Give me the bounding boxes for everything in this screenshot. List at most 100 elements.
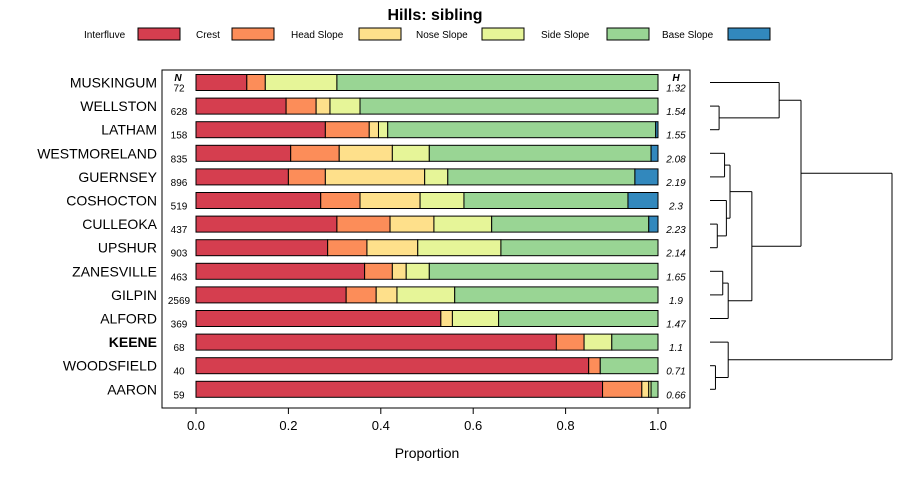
bar-segment-gilpin-side-slope [454,286,659,304]
bar-segment-latham-side-slope [387,121,657,139]
legend-swatch-nose-slope [481,27,525,41]
bar-segment-zanesville-interfluve [195,262,366,280]
h-value-gilpin: 1.9 [669,296,683,307]
bar-segment-gilpin-crest [345,286,377,304]
legend-swatch-head-slope [358,27,402,41]
row-label-muskingum: MUSKINGUM [70,75,157,91]
x-tick-label: 1.0 [649,418,667,433]
h-value-guernsey: 2.19 [665,178,686,189]
bar-segment-alford-nose-slope [451,310,500,327]
n-value-gilpin: 2569 [168,296,191,307]
dendrogram [710,82,893,390]
h-value-wellston: 1.54 [666,107,686,118]
bar-segment-keene-interfluve [195,333,557,351]
bar-segment-zanesville-side-slope [428,262,659,280]
row-label-wellston: WELLSTON [80,98,157,114]
h-value-aaron: 0.66 [666,390,686,401]
bar-segment-aaron-side-slope [650,380,659,398]
legend-label-nose-slope: Nose Slope [416,30,468,41]
bar-segment-guernsey-base-slope [634,168,659,186]
bar-segment-upshur-nose-slope [417,239,502,257]
h-value-latham: 1.55 [666,131,686,142]
bar-segment-woodsfield-side-slope [599,357,659,375]
bar-segment-latham-base-slope [655,121,659,139]
bar-segment-culleoka-crest [336,215,391,233]
n-value-alford: 369 [171,320,188,331]
bar-segment-aaron-crest [602,380,643,398]
bar-segment-coshocton-head-slope [359,192,421,209]
bar-segment-alford-side-slope [498,310,659,327]
bar-segment-keene-side-slope [611,333,659,351]
n-value-keene: 68 [173,343,185,354]
bar-segment-guernsey-nose-slope [424,168,449,186]
bar-segment-wellston-head-slope [315,97,331,115]
bar-segment-culleoka-head-slope [389,215,435,233]
h-value-alford: 1.47 [666,320,686,331]
bar-segment-muskingum-interfluve [195,74,248,91]
bar-segment-westmoreland-base-slope [650,144,659,162]
h-value-muskingum: 1.32 [666,84,686,95]
bar-segment-culleoka-base-slope [648,215,659,233]
bar-segment-westmoreland-nose-slope [391,144,430,162]
bar-segment-upshur-side-slope [500,239,659,257]
bar-segment-muskingum-nose-slope [264,74,338,91]
n-column-header: N [174,73,182,84]
bar-segment-culleoka-interfluve [195,215,338,233]
bar-segment-keene-nose-slope [583,333,613,351]
bar-segment-culleoka-nose-slope [433,215,493,233]
x-axis-label: Proportion [395,445,460,461]
x-axis: 0.0 0.2 0.4 0.6 0.8 1.0 [187,408,667,433]
bar-segment-latham-crest [324,121,370,139]
n-values: 72 628 158 835 896 519 437 903 463 2569 369 68 40 59 [168,84,191,402]
bar-segment-wellston-side-slope [359,97,659,115]
row-label-westmoreland: WESTMORELAND [37,145,157,161]
row-label-gilpin: GILPIN [111,287,157,303]
legend-label-base-slope: Base Slope [662,30,714,41]
n-value-latham: 158 [171,131,188,142]
n-value-guernsey: 896 [171,178,188,189]
bar-segment-gilpin-nose-slope [396,286,456,304]
plot-frame [161,69,691,409]
bar-segment-coshocton-crest [320,192,361,209]
row-label-aaron: AARON [107,381,157,397]
n-value-upshur: 903 [171,249,188,260]
bar-segment-gilpin-interfluve [195,286,347,304]
bar-segment-coshocton-side-slope [463,192,629,209]
n-value-zanesville: 463 [171,272,188,283]
h-value-culleoka: 2.23 [665,225,686,236]
row-label-keene: KEENE [109,334,157,350]
bar-segment-coshocton-nose-slope [419,192,465,209]
n-value-aaron: 59 [173,390,185,401]
bar-segment-aaron-head-slope [641,380,650,398]
n-value-woodsfield: 40 [173,367,185,378]
legend-label-interfluve: Interfluve [84,30,126,41]
bar-segment-latham-head-slope [368,121,379,139]
legend-label-crest: Crest [196,30,220,41]
row-label-latham: LATHAM [101,122,157,138]
bar-segment-gilpin-head-slope [375,286,398,304]
x-tick-label: 0.2 [279,418,297,433]
bar-segment-guernsey-crest [287,168,326,186]
legend: Interfluve Crest Head Slope Nose Slope Side … [84,27,771,41]
bar-segment-guernsey-interfluve [195,168,289,186]
legend-swatch-crest [231,27,275,41]
row-label-upshur: UPSHUR [98,240,157,256]
legend-swatch-side-slope [606,27,650,41]
h-values: 1.32 1.54 1.55 2.08 2.19 2.3 2.23 2.14 1.65 1.9 1.… [665,84,686,402]
bar-segment-coshocton-interfluve [195,192,322,209]
bar-segment-woodsfield-interfluve [195,357,590,375]
n-value-culleoka: 437 [171,225,188,236]
bar-segment-culleoka-side-slope [491,215,650,233]
n-value-coshocton: 519 [171,202,188,213]
bar-segment-muskingum-crest [246,74,266,91]
bar-segment-muskingum-side-slope [336,74,659,91]
chart-title: Hills: sibling [387,7,482,24]
bar-segment-latham-nose-slope [377,121,389,139]
legend-swatch-interfluve [137,27,181,41]
row-label-culleoka: CULLEOKA [82,216,157,232]
h-value-zanesville: 1.65 [666,272,686,283]
bar-segment-zanesville-crest [364,262,393,280]
bar-segment-zanesville-nose-slope [405,262,430,280]
row-label-coshocton: COSHOCTON [66,193,157,209]
